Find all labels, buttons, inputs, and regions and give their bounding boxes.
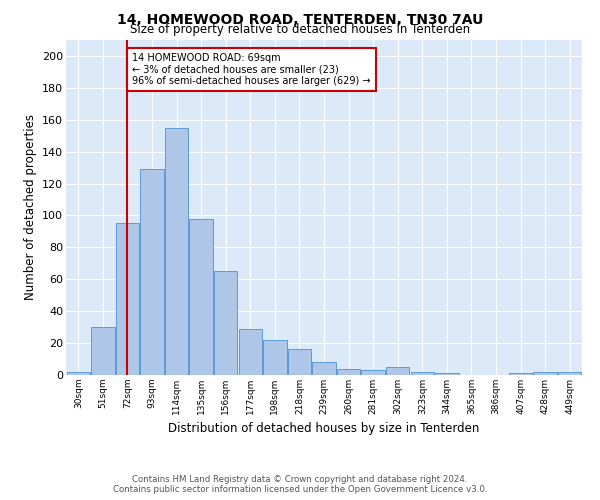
Bar [214, 272, 238, 375]
Bar [386, 367, 409, 375]
Bar [558, 372, 581, 375]
Bar [67, 372, 90, 375]
Bar [263, 340, 287, 375]
Text: Contains HM Land Registry data © Crown copyright and database right 2024.
Contai: Contains HM Land Registry data © Crown c… [113, 474, 487, 494]
Y-axis label: Number of detached properties: Number of detached properties [23, 114, 37, 300]
Bar [337, 368, 360, 375]
Bar [116, 224, 139, 375]
Bar [165, 128, 188, 375]
Text: 14, HOMEWOOD ROAD, TENTERDEN, TN30 7AU: 14, HOMEWOOD ROAD, TENTERDEN, TN30 7AU [117, 12, 483, 26]
X-axis label: Distribution of detached houses by size in Tenterden: Distribution of detached houses by size … [169, 422, 479, 436]
Bar [533, 372, 557, 375]
Bar [361, 370, 385, 375]
Text: Size of property relative to detached houses in Tenterden: Size of property relative to detached ho… [130, 24, 470, 36]
Text: 14 HOMEWOOD ROAD: 69sqm
← 3% of detached houses are smaller (23)
96% of semi-det: 14 HOMEWOOD ROAD: 69sqm ← 3% of detached… [133, 53, 371, 86]
Bar [288, 350, 311, 375]
Bar [435, 374, 458, 375]
Bar [410, 372, 434, 375]
Bar [91, 327, 115, 375]
Bar [509, 374, 532, 375]
Bar [140, 169, 164, 375]
Bar [313, 362, 335, 375]
Bar [239, 328, 262, 375]
Bar [190, 218, 213, 375]
